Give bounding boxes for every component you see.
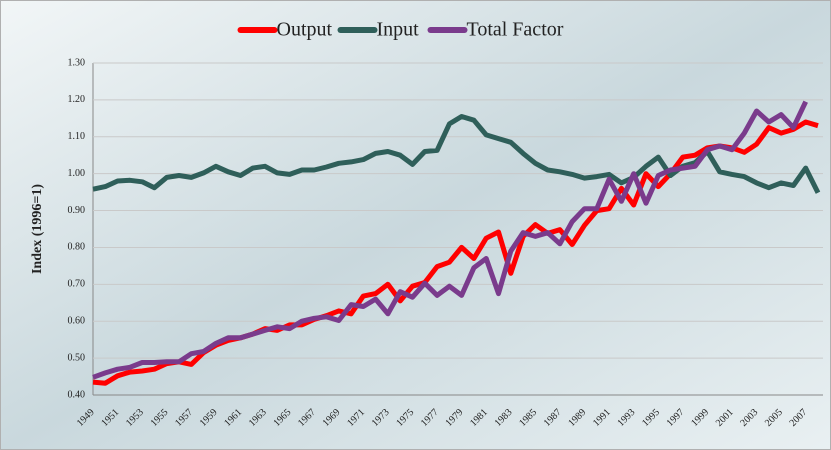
y-tick-label: 0.90 xyxy=(68,205,86,216)
y-tick-label: 1.30 xyxy=(68,57,86,68)
y-tick-label: 0.80 xyxy=(68,242,86,253)
y-tick-label: 0.40 xyxy=(68,389,86,400)
y-tick-label: 0.70 xyxy=(68,279,86,290)
y-tick-label: 1.00 xyxy=(68,168,86,179)
y-tick-label: 1.20 xyxy=(68,94,86,105)
legend-label: Total Factor xyxy=(467,19,564,41)
y-axis-label: Index (1996=1) xyxy=(30,184,45,274)
legend-label: Input xyxy=(377,19,420,41)
series-line xyxy=(92,100,808,380)
y-tick-label: 0.50 xyxy=(68,352,86,363)
legend-label: Output xyxy=(277,19,333,41)
y-tick-label: 0.60 xyxy=(68,316,86,327)
y-tick-label: 1.10 xyxy=(68,131,86,142)
